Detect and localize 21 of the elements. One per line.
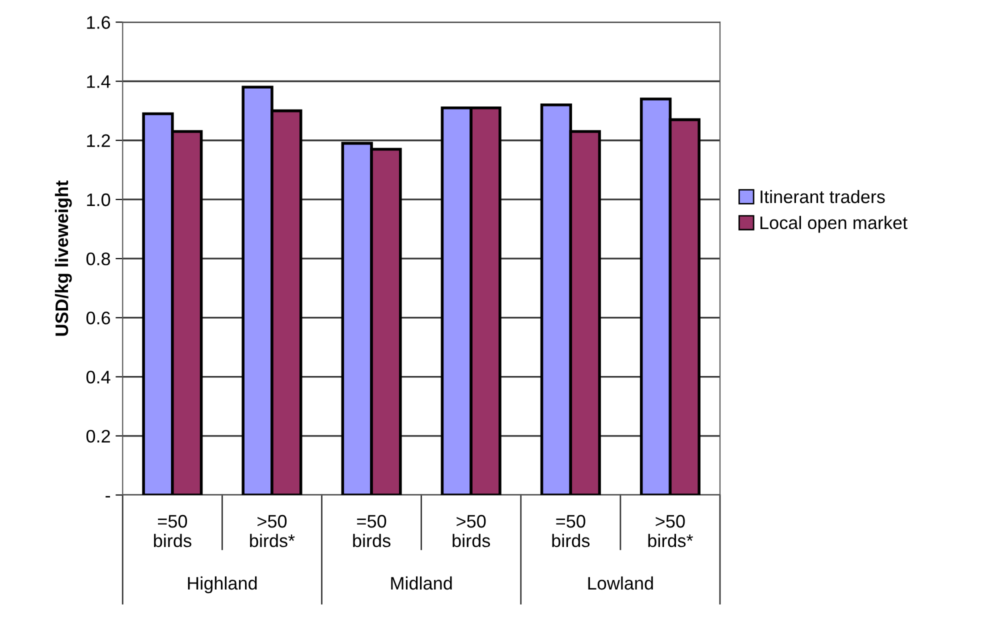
x-tick-label: =50 birds bbox=[552, 514, 590, 548]
y-tick-label: 0.2 bbox=[86, 430, 110, 443]
y-tick-label: 1.2 bbox=[87, 134, 110, 147]
x-tick-label: >50 birds bbox=[452, 514, 490, 548]
text: Midland bbox=[391, 576, 452, 590]
y-tick-label: 1.4 bbox=[87, 75, 110, 88]
legend-label: Local open market bbox=[760, 216, 908, 233]
y-tick-label: 0.4 bbox=[86, 370, 110, 384]
legend-label: Itinerant traders bbox=[760, 190, 885, 204]
x-tick-label: =50 birds bbox=[154, 514, 192, 548]
y-axis-title: USD/kg liveweight bbox=[54, 180, 72, 336]
text: Highland bbox=[188, 576, 257, 594]
x-tick-label: >50 birds* bbox=[648, 514, 694, 548]
y-tick-label: - bbox=[106, 496, 110, 498]
y-tick-label: 0.6 bbox=[86, 312, 110, 324]
x-tick-label: =50 birds bbox=[353, 514, 390, 548]
y-tick-label: 1.0 bbox=[87, 193, 110, 206]
x-tick-label: >50 birds* bbox=[250, 514, 295, 548]
y-tick-label: 0.8 bbox=[86, 252, 110, 266]
text: Lowland bbox=[588, 576, 653, 590]
y-tick-label: 1.6 bbox=[87, 16, 110, 29]
